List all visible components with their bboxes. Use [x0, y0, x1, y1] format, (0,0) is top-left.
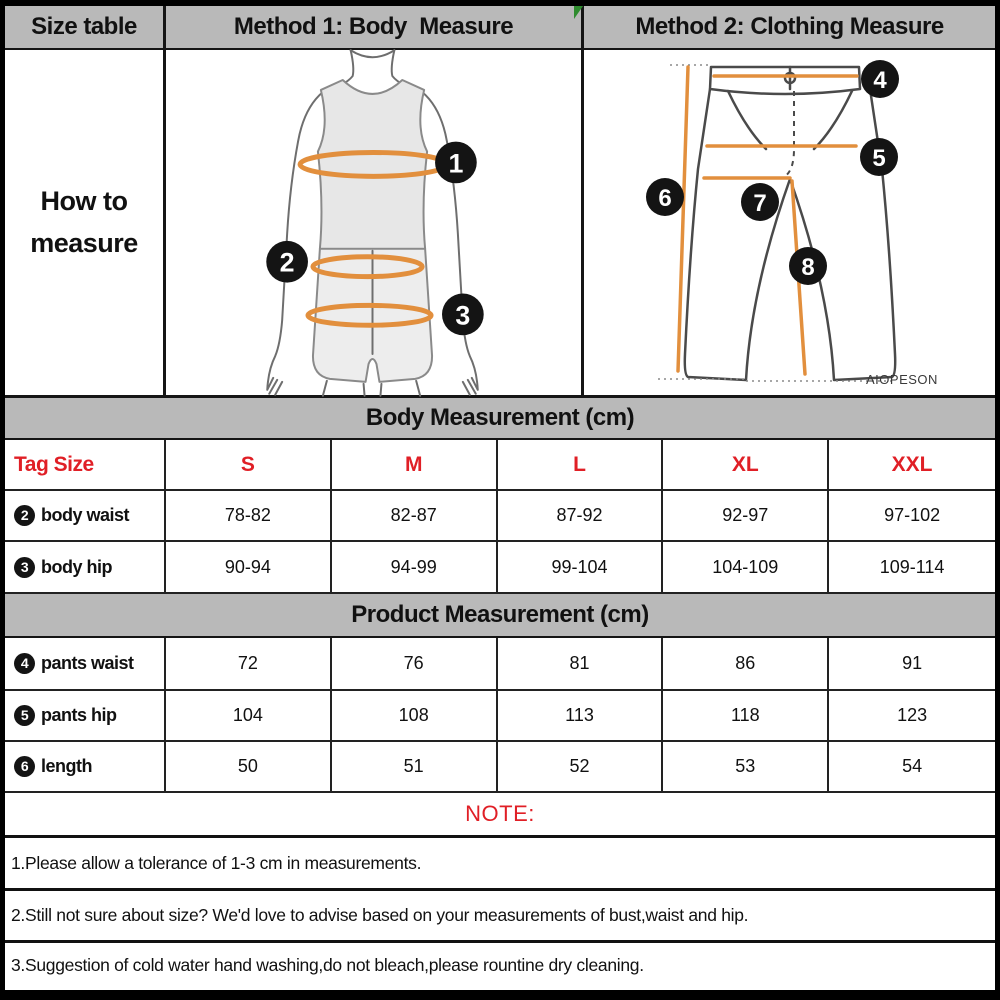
table-row-pants-hip: 5 pants hip 104 108 113 118 123 [5, 691, 995, 742]
note-item-3: 3.Suggestion of cold water hand washing,… [11, 955, 644, 975]
size-value-cell: 90-94 [166, 542, 332, 592]
header-size-table: Size table [5, 6, 166, 48]
green-flag-mark [574, 6, 583, 19]
note-item-1: 1.Please allow a tolerance of 1-3 cm in … [5, 838, 995, 891]
size-value-cell: 104-109 [663, 542, 830, 592]
body-marker-2: 2 [266, 240, 308, 283]
row-marker-badge: 2 [14, 505, 35, 526]
size-value-cell: 51 [332, 742, 498, 791]
size-col-l: L [498, 440, 664, 489]
pants-marker-6: 6 [646, 177, 684, 216]
how-to-measure-row: How to measure [5, 48, 995, 398]
size-value-cell: 113 [498, 691, 664, 740]
row-marker-badge: 4 [14, 653, 35, 674]
size-value-cell: 108 [332, 691, 498, 740]
row-label-body-hip: 3 body hip [5, 542, 166, 592]
size-value-cell: 54 [902, 756, 923, 776]
row-marker-badge: 3 [14, 556, 35, 578]
product-measurement-title: Product Measurement (cm) [5, 594, 995, 638]
brand-label: AIOPESON [866, 372, 938, 387]
note-title: NOTE: [5, 793, 995, 838]
pants-measure-illustration: 4 5 6 7 8 [646, 59, 938, 387]
size-value-cell: 86 [663, 638, 830, 689]
size-value-cell: 104 [166, 691, 332, 740]
table-row-length: 6 length 50 51 52 53 54 [5, 742, 995, 793]
row-label-pants-hip: 5 pants hip [5, 691, 166, 740]
size-value-cell: 82-87 [332, 491, 498, 540]
header-method2-clothing-measure: Method 2: Clothing Measure [635, 13, 944, 40]
svg-text:8: 8 [801, 254, 814, 281]
table-row-pants-waist: 4 pants waist 72 76 81 86 91 [5, 638, 995, 691]
size-value-cell: 53 [663, 742, 830, 791]
size-value-cell: 72 [166, 638, 332, 689]
row-label-pants-waist: 4 pants waist [5, 638, 166, 689]
chart-frame: Size table Method 1: Body Measure Method… [5, 6, 995, 990]
how-to-measure-line2: measure [30, 227, 138, 258]
size-value-cell: 99-104 [498, 542, 664, 592]
pants-marker-4: 4 [861, 59, 899, 98]
size-value-cell: 78-82 [166, 491, 332, 540]
body-measure-illustration: 1 2 3 [266, 48, 484, 397]
row-label-text: pants waist [41, 653, 134, 673]
svg-text:6: 6 [658, 185, 671, 212]
body-marker-3: 3 [442, 292, 484, 335]
pants-marker-5: 5 [860, 137, 898, 176]
size-value-cell: 52 [498, 742, 664, 791]
how-to-measure-label: How to measure [5, 50, 166, 395]
row-label-text: length [41, 756, 93, 776]
svg-text:5: 5 [872, 145, 885, 172]
size-value-cell: 76 [332, 638, 498, 689]
row-marker-badge: 5 [14, 705, 35, 726]
size-table-header-row: Tag Size S M L XL XXL [5, 440, 995, 491]
size-col-xl: XL [663, 440, 830, 489]
svg-text:1: 1 [448, 148, 463, 178]
size-col-xxl: XXL [891, 452, 933, 476]
table-row-body-waist: 2 body waist 78-82 82-87 87-92 92-97 97-… [5, 491, 995, 542]
row-label-text: body waist [41, 505, 130, 525]
table-row-body-hip: 3 body hip 90-94 94-99 99-104 104-109 10… [5, 542, 995, 594]
size-value-cell: 118 [663, 691, 830, 740]
size-value-cell: 91 [902, 653, 923, 673]
body-marker-1: 1 [435, 141, 477, 183]
pants-marker-8: 8 [789, 246, 827, 285]
size-value-cell: 92-97 [663, 491, 830, 540]
svg-text:3: 3 [455, 300, 470, 330]
row-label-body-waist: 2 body waist [5, 491, 166, 540]
size-value-cell: 123 [897, 705, 928, 725]
size-value-cell: 109-114 [879, 556, 945, 577]
top-header-row: Size table Method 1: Body Measure Method… [5, 6, 995, 50]
svg-text:4: 4 [873, 67, 887, 94]
size-value-cell: 97-102 [884, 505, 941, 525]
body-measure-illustration-cell: 1 2 3 [166, 48, 584, 397]
size-value-cell: 50 [166, 742, 332, 791]
size-col-s: S [166, 440, 332, 489]
row-label-length: 6 length [5, 742, 166, 791]
row-label-text: body hip [41, 556, 113, 577]
how-to-measure-line1: How to [40, 185, 128, 216]
row-label-text: pants hip [41, 705, 117, 725]
size-value-cell: 87-92 [498, 491, 664, 540]
svg-text:2: 2 [280, 247, 295, 277]
row-marker-badge: 6 [14, 756, 35, 777]
header-method1-body-measure: Method 1: Body Measure [166, 6, 584, 48]
note-item-2: 2.Still not sure about size? We'd love t… [5, 891, 995, 943]
body-measurement-title: Body Measurement (cm) [5, 398, 995, 440]
svg-text:7: 7 [753, 190, 766, 217]
size-value-cell: 81 [498, 638, 664, 689]
clothing-measure-illustration-cell: 4 5 6 7 8 [584, 50, 995, 395]
size-value-cell: 94-99 [332, 542, 498, 592]
tag-size-header: Tag Size [5, 440, 166, 489]
pants-marker-7: 7 [741, 182, 779, 221]
size-col-m: M [332, 440, 498, 489]
